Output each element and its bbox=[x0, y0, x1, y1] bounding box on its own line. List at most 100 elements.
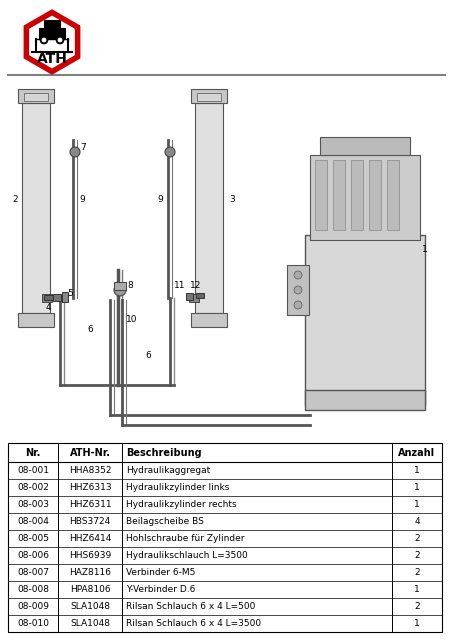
Text: 2: 2 bbox=[414, 551, 420, 560]
Text: HHZ6311: HHZ6311 bbox=[69, 500, 111, 509]
Text: Y-Verbinder D.6: Y-Verbinder D.6 bbox=[126, 585, 195, 594]
Bar bbox=[305, 235, 425, 405]
Text: HHA8352: HHA8352 bbox=[69, 466, 111, 475]
Text: 4: 4 bbox=[414, 517, 420, 526]
Bar bbox=[24, 93, 48, 101]
Polygon shape bbox=[30, 17, 74, 68]
Bar bbox=[22, 103, 50, 313]
Text: ATH-Nr.: ATH-Nr. bbox=[69, 447, 111, 458]
Text: 08-002: 08-002 bbox=[17, 483, 49, 492]
Circle shape bbox=[114, 284, 126, 296]
Text: 08-007: 08-007 bbox=[17, 568, 49, 577]
Bar bbox=[18, 89, 54, 103]
Text: Hohlschraube für Zylinder: Hohlschraube für Zylinder bbox=[126, 534, 245, 543]
Text: 08-005: 08-005 bbox=[17, 534, 49, 543]
Text: 7: 7 bbox=[80, 143, 86, 152]
Text: 1: 1 bbox=[422, 246, 428, 255]
Bar bbox=[18, 313, 54, 327]
Bar bbox=[351, 160, 363, 230]
Text: Anzahl: Anzahl bbox=[399, 447, 436, 458]
Bar bbox=[320, 137, 410, 155]
Circle shape bbox=[42, 38, 46, 42]
Text: 1: 1 bbox=[414, 585, 420, 594]
Circle shape bbox=[70, 147, 80, 157]
Text: 9: 9 bbox=[157, 195, 163, 205]
Bar bbox=[42, 294, 52, 302]
Text: 08-006: 08-006 bbox=[17, 551, 49, 560]
Text: 08-003: 08-003 bbox=[17, 500, 49, 509]
Bar bbox=[287, 265, 309, 315]
Text: 08-008: 08-008 bbox=[17, 585, 49, 594]
Text: ATH: ATH bbox=[37, 52, 67, 66]
Bar bbox=[39, 28, 65, 38]
Text: Beschreibung: Beschreibung bbox=[126, 447, 202, 458]
Circle shape bbox=[165, 147, 175, 157]
Text: 3: 3 bbox=[229, 195, 235, 205]
Text: 10: 10 bbox=[126, 316, 138, 324]
Text: HPA8106: HPA8106 bbox=[70, 585, 111, 594]
Text: HBS3724: HBS3724 bbox=[69, 517, 111, 526]
Circle shape bbox=[58, 38, 62, 42]
Bar bbox=[310, 155, 420, 240]
Bar bbox=[53, 294, 61, 301]
Text: Hydraulikschlauch L=3500: Hydraulikschlauch L=3500 bbox=[126, 551, 248, 560]
Bar bbox=[333, 160, 345, 230]
Text: 1: 1 bbox=[414, 619, 420, 628]
Circle shape bbox=[294, 286, 302, 294]
Bar bbox=[8, 598, 442, 615]
Text: 11: 11 bbox=[174, 280, 186, 289]
Bar bbox=[387, 160, 399, 230]
Text: 2: 2 bbox=[414, 602, 420, 611]
Text: Verbinder 6-M5: Verbinder 6-M5 bbox=[126, 568, 195, 577]
Text: 1: 1 bbox=[414, 466, 420, 475]
Text: 08-009: 08-009 bbox=[17, 602, 49, 611]
Bar bbox=[8, 462, 442, 479]
Bar bbox=[369, 160, 381, 230]
Text: 8: 8 bbox=[127, 280, 133, 289]
Text: 6: 6 bbox=[145, 351, 151, 360]
Text: Rilsan Schlauch 6 x 4 L=3500: Rilsan Schlauch 6 x 4 L=3500 bbox=[126, 619, 261, 628]
Bar bbox=[8, 564, 442, 581]
Text: 1: 1 bbox=[414, 483, 420, 492]
Text: 5: 5 bbox=[67, 289, 73, 298]
Bar bbox=[8, 443, 442, 632]
Polygon shape bbox=[24, 10, 80, 74]
Text: 08-001: 08-001 bbox=[17, 466, 49, 475]
Bar bbox=[8, 496, 442, 513]
Bar bbox=[8, 530, 442, 547]
Bar bbox=[114, 282, 126, 290]
Bar bbox=[62, 292, 68, 302]
Text: Hydraulikaggregat: Hydraulikaggregat bbox=[126, 466, 210, 475]
Bar bbox=[195, 103, 223, 313]
Bar bbox=[44, 295, 53, 300]
Text: Beilagscheibe BS: Beilagscheibe BS bbox=[126, 517, 204, 526]
Text: HHZ6313: HHZ6313 bbox=[69, 483, 111, 492]
Text: 08-004: 08-004 bbox=[17, 517, 49, 526]
Bar bbox=[191, 313, 227, 327]
Text: HAZ8116: HAZ8116 bbox=[69, 568, 111, 577]
Text: 6: 6 bbox=[87, 326, 93, 335]
Text: SLA1048: SLA1048 bbox=[70, 619, 110, 628]
Text: 08-010: 08-010 bbox=[17, 619, 49, 628]
Bar bbox=[186, 293, 193, 300]
Bar bbox=[189, 294, 199, 302]
Text: HHS6939: HHS6939 bbox=[69, 551, 111, 560]
Text: 1: 1 bbox=[414, 500, 420, 509]
Text: SLA1048: SLA1048 bbox=[70, 602, 110, 611]
Text: Hydraulikzylinder links: Hydraulikzylinder links bbox=[126, 483, 229, 492]
Text: Rilsan Schlauch 6 x 4 L=500: Rilsan Schlauch 6 x 4 L=500 bbox=[126, 602, 255, 611]
Text: HHZ6414: HHZ6414 bbox=[69, 534, 111, 543]
Circle shape bbox=[56, 36, 64, 44]
Bar bbox=[44, 20, 60, 28]
Bar bbox=[315, 160, 327, 230]
Text: 2: 2 bbox=[12, 195, 18, 205]
Circle shape bbox=[294, 301, 302, 309]
Text: 2: 2 bbox=[414, 534, 420, 543]
Bar bbox=[191, 89, 227, 103]
Text: 12: 12 bbox=[190, 280, 202, 289]
Bar bbox=[305, 390, 425, 410]
Text: 9: 9 bbox=[79, 195, 85, 205]
Circle shape bbox=[294, 271, 302, 279]
Text: 2: 2 bbox=[414, 568, 420, 577]
Text: Hydraulikzylinder rechts: Hydraulikzylinder rechts bbox=[126, 500, 236, 509]
